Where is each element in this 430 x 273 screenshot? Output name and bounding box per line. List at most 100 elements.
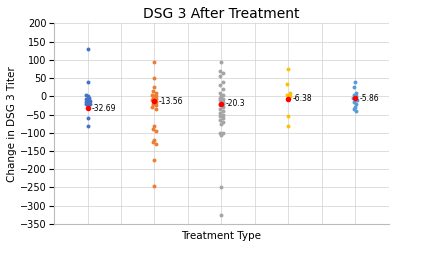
Point — [286, 91, 292, 95]
Point — [150, 123, 157, 128]
Point — [353, 98, 360, 102]
Point — [218, 102, 224, 106]
Point — [349, 96, 356, 100]
Point — [84, 94, 91, 99]
Point — [351, 96, 358, 101]
Point — [216, 96, 223, 100]
Text: -13.56: -13.56 — [158, 97, 183, 106]
Point — [216, 91, 223, 95]
Text: -6.38: -6.38 — [292, 94, 311, 103]
Point — [149, 105, 156, 109]
Point — [152, 141, 159, 146]
Point — [351, 105, 358, 109]
Point — [351, 80, 358, 84]
Point — [352, 91, 359, 95]
Point — [352, 102, 359, 106]
Point — [84, 98, 91, 102]
Point — [219, 109, 226, 113]
Point — [283, 81, 290, 86]
Point — [218, 121, 224, 126]
Point — [82, 102, 89, 106]
Point — [216, 107, 223, 111]
Point — [85, 101, 92, 105]
Text: -5.86: -5.86 — [358, 94, 378, 103]
Point — [219, 112, 226, 117]
Point — [150, 76, 157, 80]
Point — [216, 74, 223, 79]
Point — [350, 92, 356, 97]
Point — [218, 60, 224, 64]
Point — [84, 47, 91, 51]
Point — [152, 103, 159, 108]
Point — [149, 92, 156, 97]
Point — [284, 123, 291, 128]
Point — [83, 92, 89, 97]
Point — [86, 102, 93, 106]
Point — [150, 60, 157, 64]
Point — [149, 102, 156, 106]
Point — [219, 80, 226, 84]
Point — [150, 183, 157, 188]
Point — [218, 185, 224, 190]
Point — [216, 83, 223, 88]
Point — [350, 107, 356, 111]
Point — [219, 87, 226, 91]
Point — [219, 116, 226, 120]
Point — [83, 100, 89, 104]
Point — [149, 89, 156, 93]
Point — [284, 96, 291, 101]
Point — [216, 103, 223, 108]
Point — [149, 98, 156, 102]
Point — [286, 94, 292, 99]
Point — [216, 114, 223, 118]
Point — [218, 94, 224, 99]
Point — [150, 99, 157, 103]
Point — [153, 107, 160, 111]
Text: -20.3: -20.3 — [225, 99, 244, 108]
Point — [153, 100, 160, 104]
Point — [149, 96, 156, 100]
Point — [352, 109, 359, 113]
Point — [219, 120, 226, 124]
Point — [219, 100, 226, 104]
Point — [350, 85, 356, 90]
Point — [84, 103, 91, 108]
Point — [219, 92, 226, 97]
Point — [150, 94, 157, 99]
Point — [219, 102, 226, 106]
Text: -32.69: -32.69 — [91, 104, 116, 113]
Point — [149, 140, 156, 144]
Point — [150, 138, 157, 142]
Point — [84, 116, 91, 120]
Point — [216, 111, 223, 115]
Point — [152, 91, 159, 95]
Point — [149, 127, 156, 131]
Point — [284, 114, 291, 118]
Point — [284, 96, 291, 100]
Point — [153, 93, 160, 98]
Point — [218, 213, 224, 217]
Point — [84, 80, 91, 84]
Y-axis label: Change in DSG 3 Titer: Change in DSG 3 Titer — [7, 66, 17, 182]
Point — [350, 100, 356, 104]
Point — [152, 97, 159, 102]
Point — [152, 129, 159, 133]
Point — [84, 106, 91, 111]
Point — [84, 123, 91, 128]
Point — [82, 97, 89, 102]
Point — [150, 158, 157, 162]
Point — [150, 85, 157, 90]
Point — [216, 130, 223, 135]
Point — [219, 97, 226, 102]
Point — [216, 102, 223, 106]
Point — [219, 130, 226, 135]
X-axis label: Treatment Type: Treatment Type — [181, 232, 261, 242]
Point — [352, 94, 359, 99]
Point — [216, 98, 223, 102]
Point — [219, 70, 226, 75]
Point — [216, 69, 223, 73]
Title: DSG 3 After Treatment: DSG 3 After Treatment — [143, 7, 299, 21]
Point — [284, 67, 291, 71]
Point — [86, 99, 93, 103]
Point — [219, 105, 226, 109]
